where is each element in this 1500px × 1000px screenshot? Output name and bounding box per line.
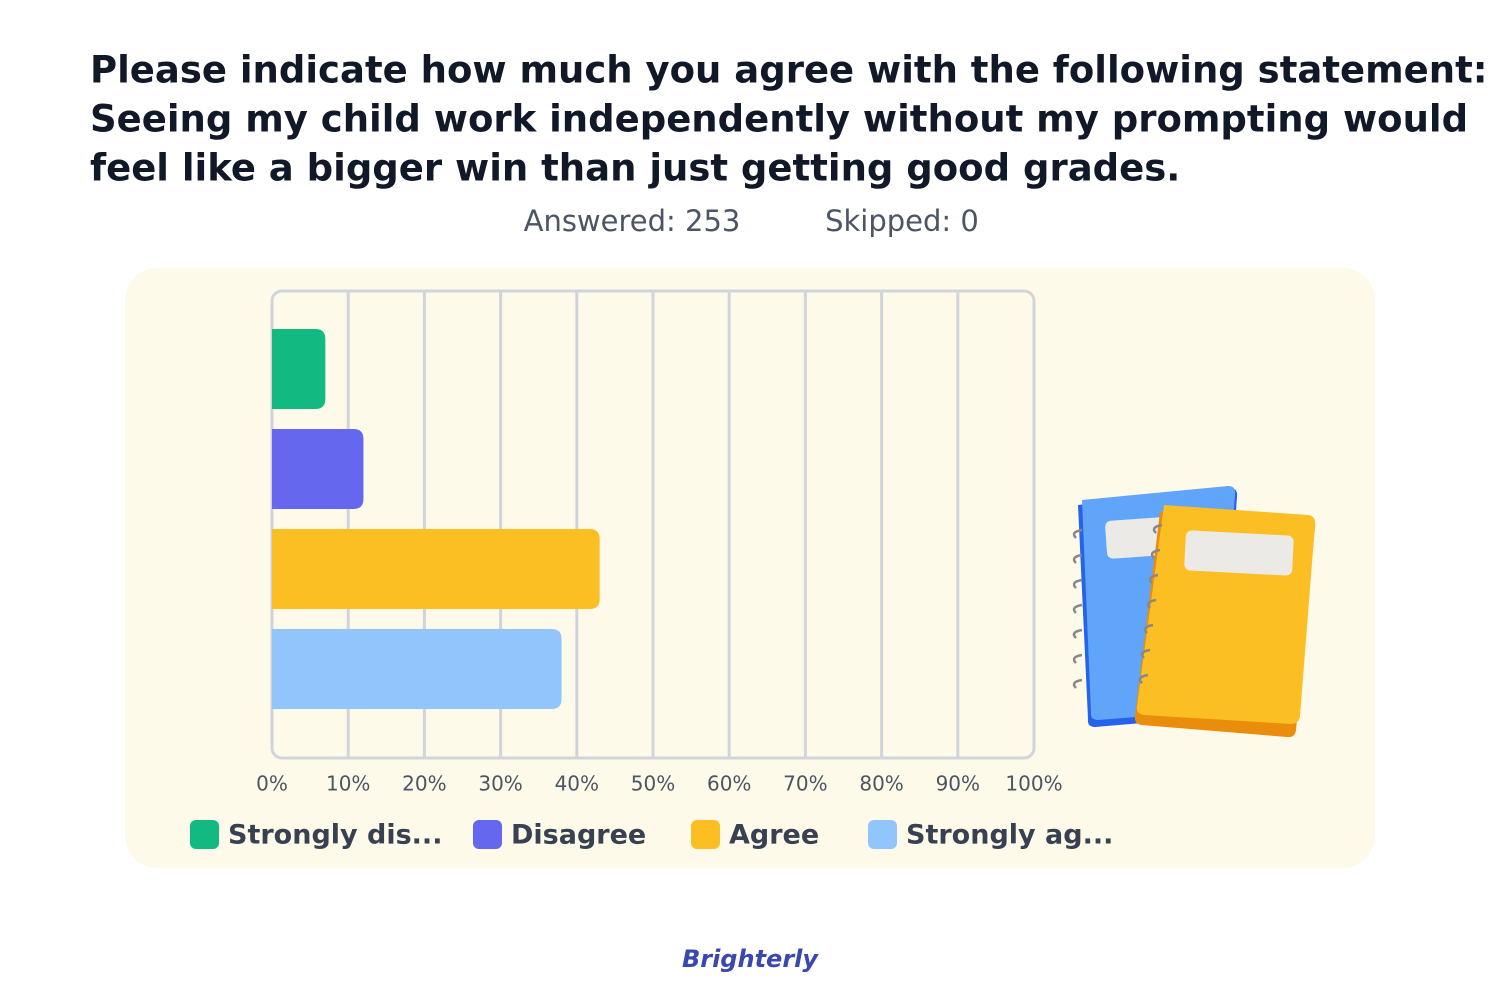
legend-swatch <box>868 820 897 849</box>
x-tick-label: 70% <box>783 772 827 796</box>
legend-label: Disagree <box>511 820 646 851</box>
x-tick-label: 100% <box>1005 772 1062 796</box>
legend-swatch <box>190 820 219 849</box>
x-tick-label: 60% <box>707 772 751 796</box>
x-tick-label: 20% <box>402 772 446 796</box>
legend-label: Strongly dis... <box>228 820 442 851</box>
bar <box>272 629 562 709</box>
brand-logo: Brighterly <box>682 945 819 973</box>
x-tick-label: 0% <box>256 772 288 796</box>
legend-label: Strongly ag... <box>906 820 1113 851</box>
bar <box>272 329 326 409</box>
x-tick-label: 50% <box>631 772 675 796</box>
legend-label: Agree <box>729 820 819 851</box>
chart-title: feel like a bigger win than just getting… <box>90 147 1180 190</box>
legend-swatch <box>691 820 720 849</box>
chart-title: Seeing my child work independently witho… <box>90 98 1468 141</box>
response-stat: Skipped: 0 <box>825 204 979 238</box>
response-stat: Answered: 253 <box>524 204 741 238</box>
notebooks-illustration <box>1072 486 1316 738</box>
legend-swatch <box>473 820 502 849</box>
x-tick-label: 90% <box>936 772 980 796</box>
x-tick-label: 10% <box>326 772 370 796</box>
bar <box>272 529 600 609</box>
x-tick-label: 40% <box>555 772 599 796</box>
panel <box>125 268 1375 868</box>
x-tick-label: 80% <box>859 772 903 796</box>
bar <box>272 429 364 509</box>
chart-title: Please indicate how much you agree with … <box>90 49 1488 92</box>
x-tick-label: 30% <box>478 772 522 796</box>
